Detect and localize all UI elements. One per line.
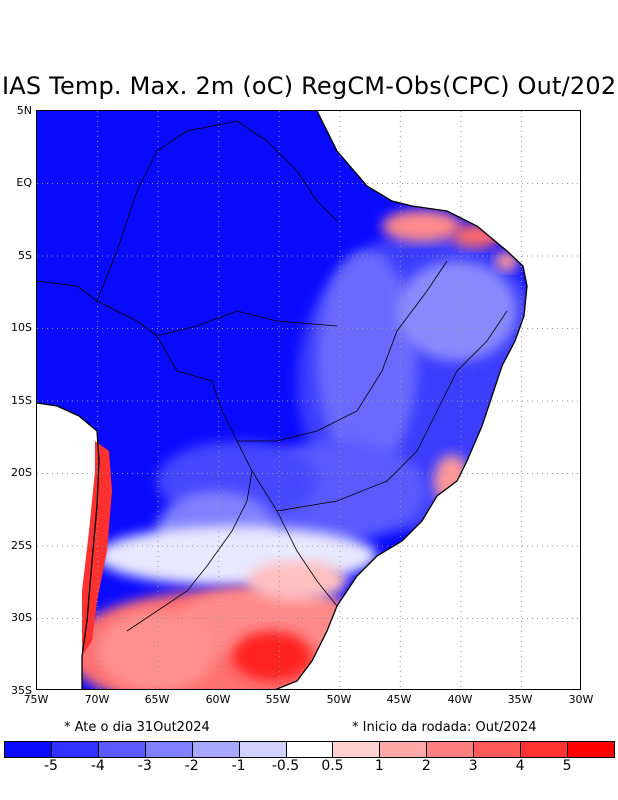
colorbar-swatch bbox=[191, 741, 240, 758]
colorbar-swatch bbox=[144, 741, 193, 758]
lat-label: EQ bbox=[16, 176, 32, 189]
colorbar-swatch bbox=[332, 741, 381, 758]
lon-label: 40W bbox=[447, 693, 473, 706]
colorbar-swatch bbox=[426, 741, 475, 758]
footnote-run-start: * Inicio da rodada: Out/2024 bbox=[352, 720, 537, 735]
lon-label: 35W bbox=[507, 693, 533, 706]
anomaly-map bbox=[37, 111, 580, 689]
map-title-text: IAS Temp. Max. 2m (oC) RegCM-Obs(CPC) Ou… bbox=[2, 72, 617, 100]
lat-label: 5N bbox=[16, 104, 32, 117]
colorbar-swatch bbox=[473, 741, 522, 758]
colorbar-swatch bbox=[4, 741, 52, 758]
lon-label: 50W bbox=[326, 693, 352, 706]
country-borders bbox=[37, 120, 508, 632]
footnote-end-date: * Ate o dia 31Out2024 bbox=[64, 720, 210, 735]
lon-label: 65W bbox=[144, 693, 170, 706]
colorbar-tick-label: -2 bbox=[184, 758, 199, 774]
lon-label: 70W bbox=[84, 693, 110, 706]
lon-label: 75W bbox=[23, 693, 49, 706]
colorbar-swatch bbox=[238, 741, 287, 758]
lat-label: 5S bbox=[18, 249, 32, 262]
colorbar-tick-label: 0.5 bbox=[321, 758, 344, 774]
lon-label: 45W bbox=[386, 693, 412, 706]
colorbar-tick-label: -3 bbox=[137, 758, 152, 774]
map-title: IAS Temp. Max. 2m (oC) RegCM-Obs(CPC) Ou… bbox=[0, 70, 618, 110]
colorbar-swatch bbox=[97, 741, 146, 758]
colorbar-tick-label: 1 bbox=[374, 758, 384, 774]
anomaly-field bbox=[37, 111, 527, 689]
lat-label: 25S bbox=[11, 539, 32, 552]
colorbar-swatch bbox=[379, 741, 428, 758]
colorbar-tick-label: 3 bbox=[468, 758, 478, 774]
colorbar-tick-label: 2 bbox=[421, 758, 431, 774]
colorbar-swatch bbox=[50, 741, 99, 758]
colorbar-tick-label: -4 bbox=[90, 758, 105, 774]
lat-label: 15S bbox=[11, 394, 32, 407]
lat-label: 10S bbox=[11, 321, 32, 334]
lat-label: 30S bbox=[11, 611, 32, 624]
lat-label: 20S bbox=[11, 466, 32, 479]
lat-label: 35S bbox=[11, 684, 32, 697]
colorbar bbox=[4, 741, 615, 758]
colorbar-swatch bbox=[285, 741, 334, 758]
colorbar-tick-label: 4 bbox=[515, 758, 525, 774]
chile-anomaly bbox=[82, 441, 112, 656]
colorbar-tick-label: -5 bbox=[43, 758, 58, 774]
colorbar-swatch bbox=[520, 741, 569, 758]
lon-label: 55W bbox=[265, 693, 291, 706]
lon-label: 30W bbox=[568, 693, 594, 706]
colorbar-swatch bbox=[567, 741, 615, 758]
map-panel bbox=[36, 110, 581, 690]
colorbar-tick-label: -0.5 bbox=[271, 758, 300, 774]
colorbar-tick-label: 5 bbox=[562, 758, 572, 774]
coastline bbox=[37, 111, 528, 689]
colorbar-tick-label: -1 bbox=[231, 758, 246, 774]
lon-label: 60W bbox=[205, 693, 231, 706]
